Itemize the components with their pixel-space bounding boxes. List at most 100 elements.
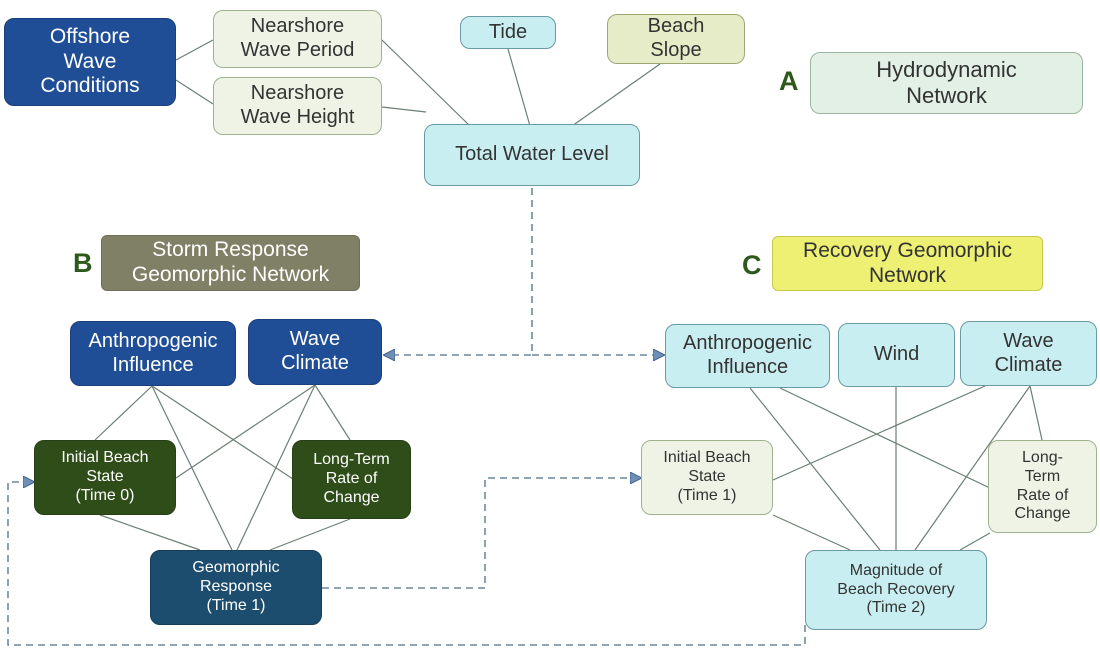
edge-b-anthro-to-initial [94, 385, 153, 441]
node-label-line: Offshore [49, 24, 131, 48]
panel-c-letter: C [742, 250, 762, 280]
edge-c-wave-to-longterm [1029, 385, 1043, 441]
node-label-line: Storm Response [152, 238, 309, 262]
node-label: Wave Climate [281, 328, 349, 375]
node-label-line: Nearshore [250, 15, 345, 38]
edge-b-initial-to-response [99, 514, 201, 551]
node-label: Hydrodynamic Network [876, 57, 1017, 109]
storm-initial-beach-state-node: Initial Beach State (Time 0) [34, 440, 176, 515]
node-label: Tide [489, 21, 527, 45]
edge-c-initial-to-magnitude [772, 514, 851, 551]
node-label-line: Wave [1003, 329, 1054, 352]
storm-wave-climate-node: Wave Climate [248, 319, 382, 385]
edge-b-wave-to-response [236, 384, 316, 551]
recovery-long-term-rate-node: Long- Term Rate of Change [988, 440, 1097, 533]
panel-b-title: Storm Response Geomorphic Network [101, 235, 360, 291]
total-water-level-node: Total Water Level [424, 124, 640, 186]
recovery-wind-node: Wind [838, 323, 955, 387]
node-label-line: Total Water Level [455, 143, 609, 166]
node-label-line: Magnitude of [849, 561, 943, 579]
panel-a-title: Hydrodynamic Network [810, 52, 1083, 114]
node-label: Wind [874, 343, 920, 367]
node-label-line: Wave [63, 49, 117, 73]
edge-wave-height-to-twl [381, 106, 427, 113]
panel-c-title: Recovery Geomorphic Network [772, 236, 1043, 291]
edge-c-anthro-to-longterm [779, 387, 1016, 501]
node-label-line: Wave [289, 328, 341, 351]
node-label-line: Term [1024, 467, 1061, 485]
panel-a-letter: A [779, 66, 799, 96]
edge-b-longterm-to-response [269, 518, 351, 551]
dashed-twl-to-storm-wave-climate [384, 188, 533, 355]
node-label-line: Network [868, 263, 946, 287]
node-label-line: Climate [994, 353, 1063, 376]
node-label: Total Water Level [455, 143, 609, 167]
node-label-line: Nearshore [250, 82, 345, 105]
panel-b-letter: B [73, 248, 93, 278]
node-label-line: Slope [650, 39, 702, 61]
node-label-line: Wave Height [240, 106, 355, 128]
dashed-response-to-recovery-initial [322, 478, 641, 589]
node-label-line: Long- [1022, 448, 1063, 466]
node-label-line: Beach Recovery [837, 580, 955, 598]
edge-b-wave-to-longterm [314, 384, 351, 441]
recovery-initial-beach-state-node: Initial Beach State (Time 1) [641, 440, 773, 515]
node-label: Nearshore Wave Period [241, 15, 355, 62]
recovery-wave-climate-node: Wave Climate [960, 321, 1097, 386]
node-label-line: Recovery Geomorphic [803, 238, 1012, 262]
edge-c-wave-to-initial [772, 385, 986, 481]
nearshore-wave-period-node: Nearshore Wave Period [213, 10, 382, 68]
node-label: Beach Slope [648, 15, 705, 62]
edge-slope-to-twl [571, 63, 661, 127]
node-label-line: Beach [647, 15, 705, 38]
node-label: Initial Beach State (Time 1) [663, 449, 750, 506]
nearshore-wave-height-node: Nearshore Wave Height [213, 77, 382, 135]
node-label-line: Influence [112, 353, 194, 376]
node-label-line: Hydrodynamic [876, 57, 1017, 83]
node-label: Geomorphic Response (Time 1) [192, 559, 279, 616]
node-label-line: Conditions [40, 74, 140, 98]
node-label: Nearshore Wave Height [241, 82, 355, 129]
edge-offshore-to-wave-period [175, 39, 214, 61]
node-label-line: (Time 1) [206, 596, 266, 614]
node-label-line: Influence [706, 356, 789, 378]
edge-wave-period-to-twl [381, 39, 471, 127]
edge-offshore-to-wave-height [175, 79, 214, 105]
dashed-magnitude-to-storm-initial [7, 482, 806, 646]
node-label-line: Anthropogenic [683, 332, 812, 355]
node-label-line: Geomorphic Network [131, 263, 330, 286]
tide-node: Tide [460, 16, 556, 49]
node-label-line: Wave Period [240, 39, 355, 61]
node-label-line: Change [323, 488, 380, 506]
node-label-line: Wind [873, 343, 920, 366]
node-label-line: Geomorphic [192, 559, 280, 577]
edge-b-anthro-to-longterm [151, 385, 306, 488]
node-label-line: (Time 1) [677, 486, 737, 504]
edge-c-anthro-to-magnitude [749, 387, 881, 551]
edge-b-wave-to-initial [175, 384, 316, 479]
edge-c-wave-to-magnitude [914, 385, 1031, 551]
edge-c-longterm-to-magnitude [959, 532, 991, 551]
magnitude-of-beach-recovery-node: Magnitude of Beach Recovery (Time 2) [805, 550, 987, 630]
node-label-line: (Time 0) [75, 486, 135, 504]
node-label: Offshore Wave Conditions [40, 25, 139, 99]
node-label: Recovery Geomorphic Network [803, 239, 1012, 289]
recovery-anthropogenic-influence-node: Anthropogenic Influence [665, 324, 830, 388]
node-label-line: State [688, 468, 726, 486]
edge-tide-to-twl [507, 48, 531, 127]
node-label: Wave Climate [995, 330, 1063, 377]
node-label-line: Initial Beach [61, 449, 149, 467]
storm-long-term-rate-node: Long-Term Rate of Change [292, 440, 411, 519]
node-label: Initial Beach State (Time 0) [61, 449, 148, 506]
node-label-line: Long-Term [313, 451, 390, 469]
node-label-line: Anthropogenic [88, 329, 218, 352]
node-label-line: Network [906, 83, 987, 108]
node-label: Anthropogenic Influence [683, 332, 812, 379]
node-label-line: Response [199, 578, 273, 596]
node-label-line: Rate of [325, 470, 378, 488]
node-label-line: Tide [488, 20, 528, 43]
